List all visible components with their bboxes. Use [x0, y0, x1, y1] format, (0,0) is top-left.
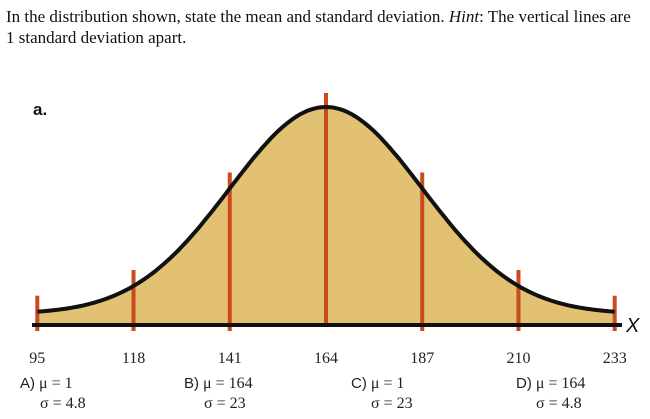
- choice-c-sigma: σ = 23: [371, 395, 413, 412]
- tick-label: 95: [29, 350, 45, 367]
- choice-a-letter: A): [20, 375, 35, 392]
- panel-label: a.: [33, 100, 47, 119]
- question-text: In the distribution shown, state the mea…: [6, 6, 642, 48]
- question-part1: In the distribution shown, state the mea…: [6, 7, 449, 26]
- tick-label: 141: [218, 350, 242, 367]
- choice-d[interactable]: D) μ = 164 σ = 4.8: [516, 374, 585, 414]
- choice-b-mu: μ = 164: [203, 375, 253, 392]
- x-axis-label: X: [625, 315, 640, 337]
- choice-d-mu: μ = 164: [535, 375, 586, 392]
- sd-lines: [35, 93, 617, 331]
- normal-curve: [37, 104, 615, 314]
- choice-b[interactable]: B) μ = 164 σ = 23: [184, 374, 253, 414]
- tick-labels: 95 118 141 164 187 210 233: [29, 350, 626, 367]
- choice-a[interactable]: A) μ = 1 σ = 4.8: [20, 374, 86, 414]
- choice-b-letter: B): [184, 375, 199, 392]
- choice-b-sigma: σ = 23: [204, 395, 246, 412]
- tick-label: 233: [603, 350, 627, 367]
- choice-c-letter: C): [351, 375, 367, 392]
- choice-a-mu: μ = 1: [39, 375, 73, 392]
- choice-c[interactable]: C) μ = 1 σ = 23: [351, 374, 413, 414]
- choice-c-mu: μ = 1: [370, 375, 405, 392]
- choice-d-letter: D): [516, 375, 532, 392]
- tick-label: 210: [506, 350, 530, 367]
- tick-label: 118: [122, 350, 145, 367]
- choice-a-sigma: σ = 4.8: [40, 395, 86, 412]
- tick-label: 164: [314, 350, 338, 367]
- question-part2: : The vertical lines are 1 standard devi…: [6, 7, 631, 47]
- choice-d-sigma: σ = 4.8: [536, 395, 582, 412]
- tick-label: 187: [410, 350, 434, 367]
- hint-label: Hint: [448, 7, 480, 26]
